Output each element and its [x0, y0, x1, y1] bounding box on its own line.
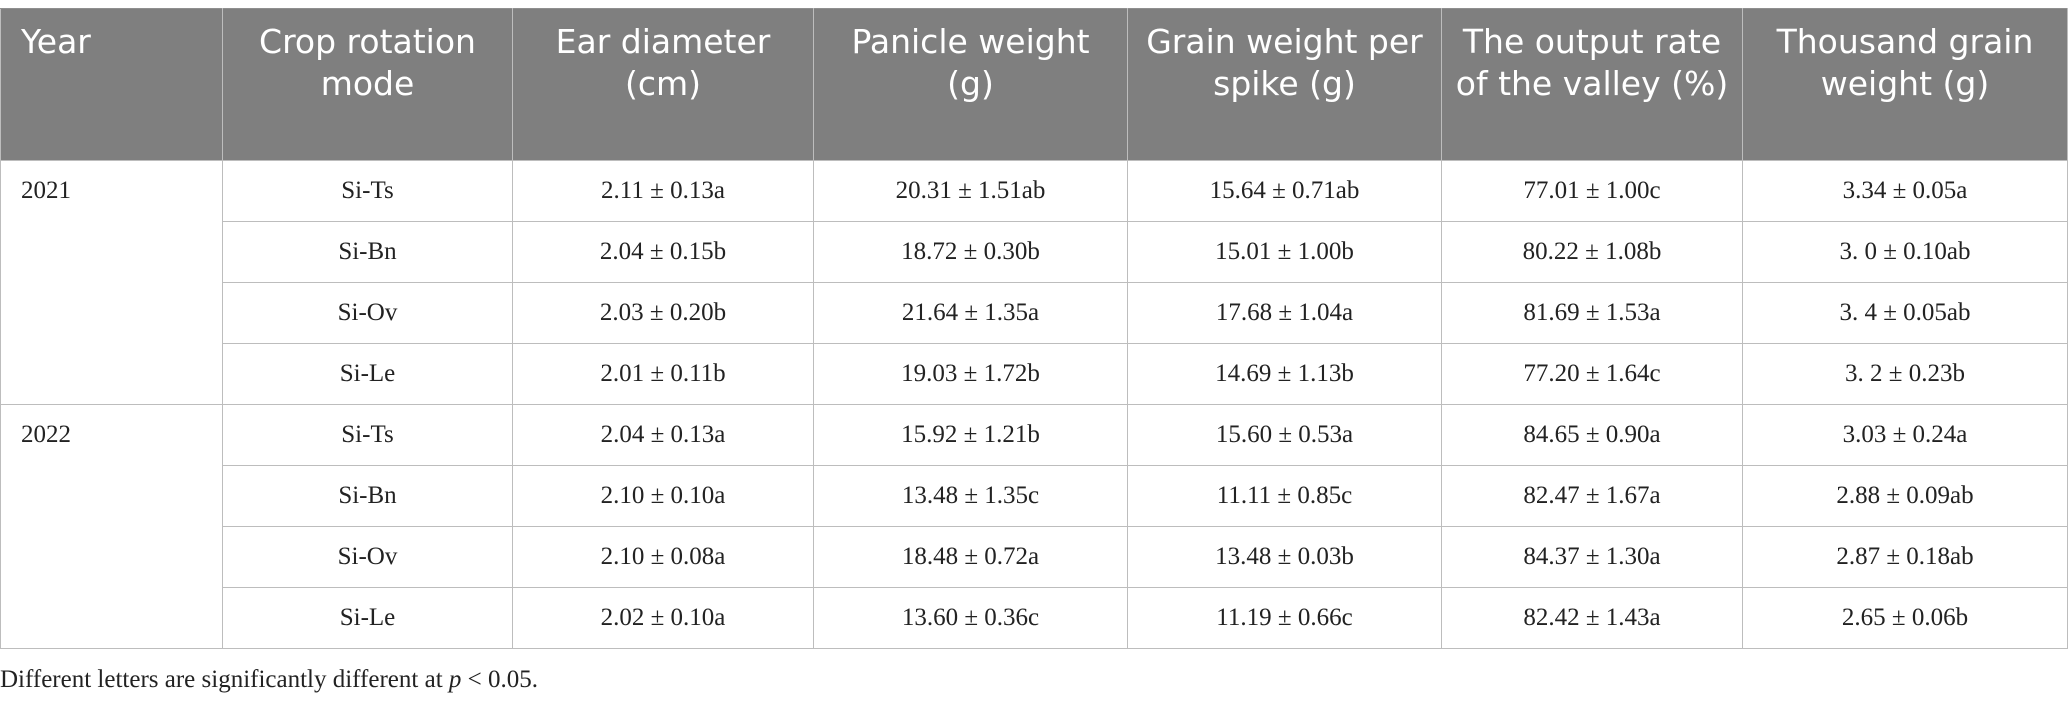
thousand-grain-weight-cell: 3. 2 ± 0.23b [1742, 343, 2068, 405]
header-panicle-weight: Panicle weight (g) [813, 8, 1128, 161]
output-rate-cell: 77.01 ± 1.00c [1441, 160, 1743, 222]
header-ear-diameter: Ear diameter (cm) [512, 8, 814, 161]
grain-weight-per-spike-cell: 15.60 ± 0.53a [1127, 404, 1442, 466]
table-row: Si-Le 2.01 ± 0.11b 19.03 ± 1.72b 14.69 ± 1.… [1, 343, 2068, 405]
crop-rotation-mode-cell: Si-Ts [222, 160, 513, 222]
panicle-weight-cell: 18.48 ± 0.72a [813, 526, 1128, 588]
table-row: Si-Le 2.02 ± 0.10a 13.60 ± 0.36c 11.19 ± 0.… [1, 587, 2068, 649]
table-row: 2021 Si-Ts 2.11 ± 0.13a 20.31 ± 1.51ab 15.64… [0, 160, 2068, 405]
thousand-grain-weight-cell: 3.03 ± 0.24a [1742, 404, 2068, 466]
output-rate-cell: 82.47 ± 1.67a [1441, 465, 1743, 527]
thousand-grain-weight-cell: 3. 0 ± 0.10ab [1742, 221, 2068, 283]
year-cell: 2021 [0, 160, 223, 405]
crop-rotation-mode-cell: Si-Ts [222, 404, 513, 466]
ear-diameter-cell: 2.10 ± 0.08a [512, 526, 814, 588]
ear-diameter-cell: 2.04 ± 0.15b [512, 221, 814, 283]
header-year: Year [0, 8, 223, 161]
ear-diameter-cell: 2.01 ± 0.11b [512, 343, 814, 405]
ear-diameter-cell: 2.04 ± 0.13a [512, 404, 814, 466]
crop-rotation-mode-cell: Si-Bn [222, 221, 513, 283]
thousand-grain-weight-cell: 3.34 ± 0.05a [1742, 160, 2068, 222]
crop-rotation-mode-cell: Si-Ov [222, 526, 513, 588]
header-row: Year Crop rotation mode Ear diameter (cm… [0, 8, 2068, 161]
footnote-text-after: < 0.05. [461, 666, 538, 693]
table-row: Si-Bn 2.10 ± 0.10a 13.48 ± 1.35c 11.11 ± 0.… [1, 465, 2068, 527]
grain-weight-per-spike-cell: 14.69 ± 1.13b [1127, 343, 1442, 405]
table-row: Si-Ov 2.10 ± 0.08a 18.48 ± 0.72a 13.48 ± 0.… [1, 526, 2068, 588]
thousand-grain-weight-cell: 2.65 ± 0.06b [1742, 587, 2068, 649]
header-grain-weight-per-spike: Grain weight per spike (g) [1127, 8, 1442, 161]
output-rate-cell: 84.65 ± 0.90a [1441, 404, 1743, 466]
footnote-variable: p [448, 666, 462, 693]
header-crop-rotation-mode: Crop rotation mode [222, 8, 513, 161]
panicle-weight-cell: 21.64 ± 1.35a [813, 282, 1128, 344]
table-body: 2021 Si-Ts 2.11 ± 0.13a 20.31 ± 1.51ab 15.64… [0, 160, 2068, 649]
panicle-weight-cell: 20.31 ± 1.51ab [813, 160, 1128, 222]
grain-weight-per-spike-cell: 13.48 ± 0.03b [1127, 526, 1442, 588]
ear-diameter-cell: 2.02 ± 0.10a [512, 587, 814, 649]
ear-diameter-cell: 2.10 ± 0.10a [512, 465, 814, 527]
year-cell: 2022 [0, 404, 223, 649]
results-table: Year Crop rotation mode Ear diameter (cm… [0, 8, 2068, 649]
header-thousand-grain-weight: Thousand grain weight (g) [1742, 8, 2068, 161]
crop-rotation-mode-cell: Si-Bn [222, 465, 513, 527]
panicle-weight-cell: 19.03 ± 1.72b [813, 343, 1128, 405]
thousand-grain-weight-cell: 2.88 ± 0.09ab [1742, 465, 2068, 527]
table-row: 2022 Si-Ts 2.04 ± 0.13a 15.92 ± 1.21b 15.60 … [0, 404, 2068, 649]
table-row: Si-Ov 2.03 ± 0.20b 21.64 ± 1.35a 17.68 ± 1.… [1, 282, 2068, 344]
thousand-grain-weight-cell: 2.87 ± 0.18ab [1742, 526, 2068, 588]
ear-diameter-cell: 2.03 ± 0.20b [512, 282, 814, 344]
output-rate-cell: 82.42 ± 1.43a [1441, 587, 1743, 649]
panicle-weight-cell: 13.60 ± 0.36c [813, 587, 1128, 649]
crop-rotation-mode-cell: Si-Le [222, 343, 513, 405]
grain-weight-per-spike-cell: 15.01 ± 1.00b [1127, 221, 1442, 283]
panicle-weight-cell: 15.92 ± 1.21b [813, 404, 1128, 466]
output-rate-cell: 77.20 ± 1.64c [1441, 343, 1743, 405]
table-row: Si-Bn 2.04 ± 0.15b 18.72 ± 0.30b 15.01 ± 1.… [1, 221, 2068, 283]
thousand-grain-weight-cell: 3. 4 ± 0.05ab [1742, 282, 2068, 344]
ear-diameter-cell: 2.11 ± 0.13a [512, 160, 814, 222]
grain-weight-per-spike-cell: 11.19 ± 0.66c [1127, 587, 1442, 649]
crop-rotation-mode-cell: Si-Le [222, 587, 513, 649]
crop-rotation-mode-cell: Si-Ov [222, 282, 513, 344]
panicle-weight-cell: 18.72 ± 0.30b [813, 221, 1128, 283]
footnote-text-before: Different letters are significantly diff… [0, 666, 449, 693]
output-rate-cell: 81.69 ± 1.53a [1441, 282, 1743, 344]
table-footnote: Different letters are significantly diff… [0, 666, 538, 694]
header-output-rate: The output rate of the valley (%) [1441, 8, 1743, 161]
grain-weight-per-spike-cell: 17.68 ± 1.04a [1127, 282, 1442, 344]
output-rate-cell: 84.37 ± 1.30a [1441, 526, 1743, 588]
output-rate-cell: 80.22 ± 1.08b [1441, 221, 1743, 283]
grain-weight-per-spike-cell: 15.64 ± 0.71ab [1127, 160, 1442, 222]
grain-weight-per-spike-cell: 11.11 ± 0.85c [1127, 465, 1442, 527]
panicle-weight-cell: 13.48 ± 1.35c [813, 465, 1128, 527]
